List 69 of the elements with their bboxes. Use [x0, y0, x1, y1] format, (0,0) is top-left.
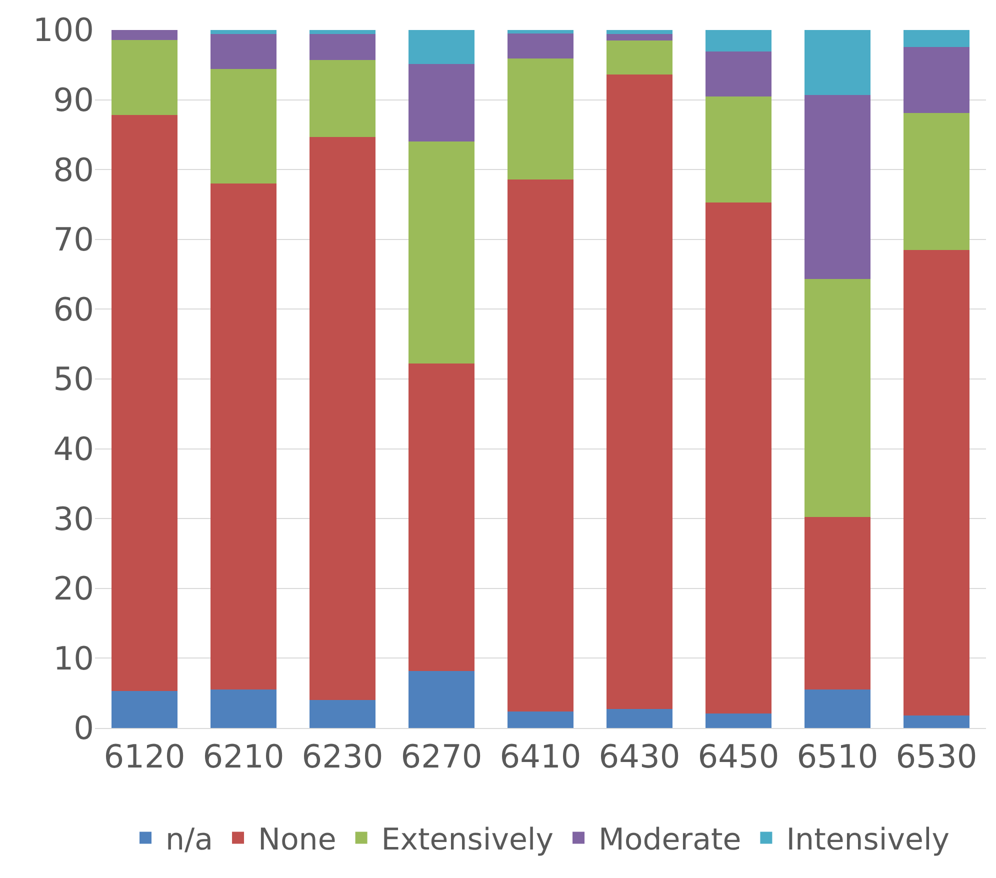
- x-tick-label: 6270: [400, 737, 482, 776]
- y-tick-label: 30: [53, 500, 94, 538]
- bar: [903, 30, 970, 47]
- y-tick-label: 90: [53, 81, 94, 119]
- y-tick-label: 100: [32, 11, 94, 50]
- bar: [309, 30, 376, 34]
- bar: [210, 34, 277, 70]
- legend-label: Extensively: [381, 822, 554, 858]
- bar: [111, 30, 178, 40]
- bar: [507, 33, 574, 59]
- bar: [408, 670, 475, 728]
- legend-label: Intensively: [786, 822, 950, 858]
- y-tick-label: 20: [53, 570, 94, 608]
- x-tick-label: 6410: [500, 737, 582, 776]
- bar: [111, 115, 178, 692]
- bar: [408, 364, 475, 671]
- bar: [705, 96, 772, 202]
- bar: [408, 30, 475, 64]
- bar: [309, 60, 376, 137]
- bar: [903, 250, 970, 716]
- bar: [606, 30, 673, 34]
- y-tick-label: 10: [53, 639, 94, 678]
- bar: [111, 691, 178, 728]
- y-tick-label: 80: [53, 150, 94, 189]
- x-tick-label: 6530: [896, 737, 978, 776]
- x-tick-label: 6510: [796, 737, 878, 776]
- bar: [705, 202, 772, 714]
- bar: [408, 64, 475, 142]
- legend-label: Moderate: [598, 822, 742, 858]
- bar: [804, 690, 871, 728]
- bar: [903, 715, 970, 728]
- bar: [210, 184, 277, 690]
- bar: [507, 179, 574, 712]
- y-tick-label: 40: [53, 430, 94, 468]
- bar: [804, 94, 871, 280]
- bar: [804, 517, 871, 690]
- bar: [606, 74, 673, 710]
- y-tick-label: 70: [53, 220, 94, 259]
- x-tick-label: 6120: [104, 737, 186, 776]
- bar: [606, 34, 673, 40]
- x-tick-label: 6430: [598, 737, 680, 776]
- bar: [309, 700, 376, 728]
- bar: [606, 709, 673, 728]
- x-tick-label: 6210: [202, 737, 284, 776]
- bar: [210, 30, 277, 34]
- bar: [111, 40, 178, 116]
- bar: [903, 113, 970, 250]
- bar: [705, 713, 772, 728]
- bar: [210, 69, 277, 184]
- bar: [903, 46, 970, 114]
- bar: [507, 30, 574, 34]
- bar: [309, 136, 376, 700]
- x-tick-label: 6230: [302, 737, 384, 776]
- bar: [705, 52, 772, 96]
- bar: [705, 30, 772, 52]
- bar: [210, 690, 277, 728]
- y-tick-label: 60: [53, 290, 94, 328]
- y-tick-label: 50: [53, 360, 94, 398]
- legend-label: n/a: [166, 822, 214, 858]
- bar: [507, 711, 574, 728]
- legend-label: None: [258, 822, 336, 858]
- bar: [408, 142, 475, 364]
- bar: [507, 58, 574, 180]
- bar: [606, 40, 673, 75]
- x-tick-label: 6450: [698, 737, 780, 776]
- y-tick-label: 0: [74, 709, 94, 748]
- bar: [804, 30, 871, 95]
- bar: [309, 34, 376, 60]
- bar: [804, 279, 871, 518]
